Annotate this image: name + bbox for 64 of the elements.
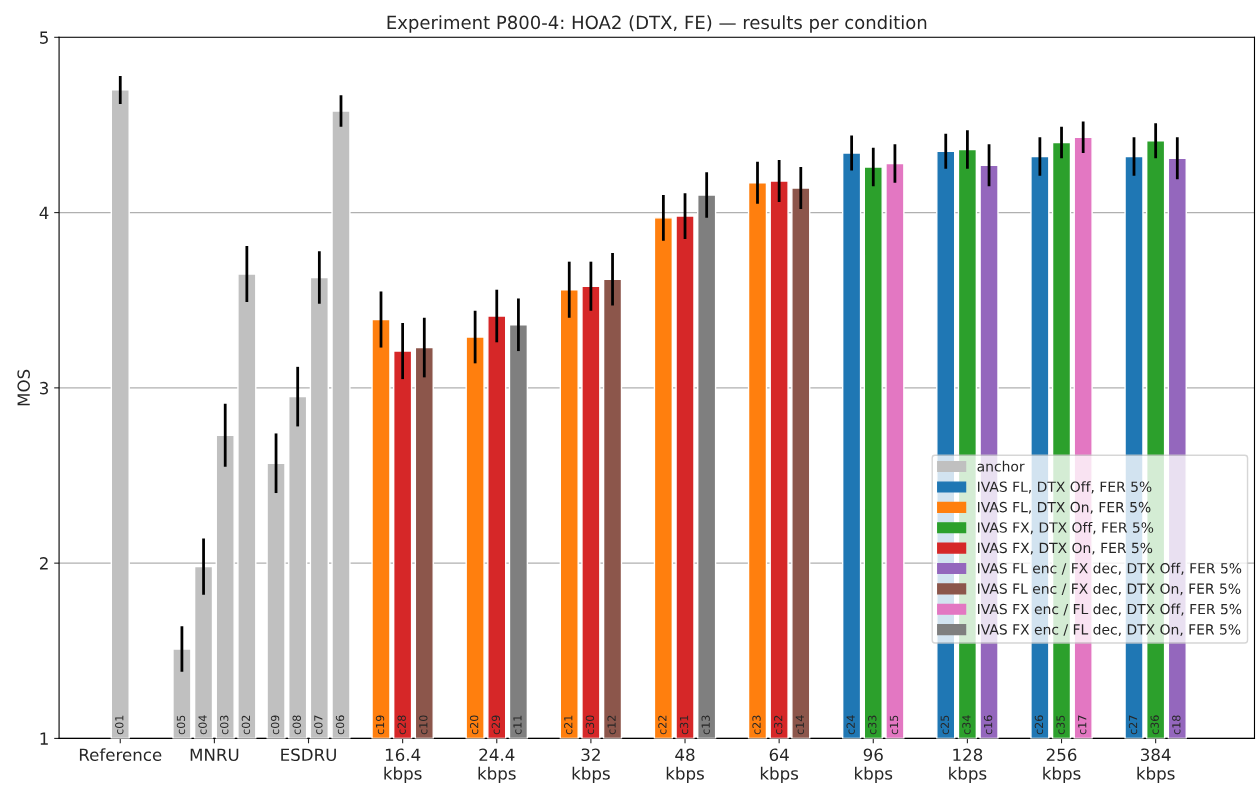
y-tick-label: 2 — [39, 557, 48, 570]
data-label: c14 — [795, 715, 805, 735]
data-label: c21 — [564, 715, 573, 735]
data-label: c07 — [314, 715, 323, 735]
x-tick-label: 32 kbps — [572, 748, 610, 783]
x-tick-label: 24.4 kbps — [478, 748, 516, 783]
data-label: c23 — [752, 715, 761, 735]
x-tick-label: 16.4 kbps — [384, 748, 422, 783]
data-label: c02 — [241, 715, 251, 735]
y-tick-label: 4 — [39, 206, 49, 219]
data-label: c29 — [491, 715, 500, 735]
x-tick-label: ESDRU — [281, 748, 336, 762]
chart-title: Experiment P800-4: HOA2 (DTX, FE) — results per condition — [387, 15, 927, 33]
data-label: c16 — [983, 715, 993, 735]
legend-label: IVAS FL, DTX Off, FER 5% — [978, 481, 1152, 494]
data-label: c30 — [585, 715, 595, 735]
x-tick-label: 64 kbps — [760, 748, 799, 783]
legend-label: IVAS FX enc / FL dec, DTX On, FER 5% — [978, 623, 1241, 637]
data-label: c25 — [940, 715, 949, 735]
data-label: c15 — [889, 715, 899, 735]
legend-label: IVAS FX, DTX On, FER 5% — [978, 542, 1153, 555]
legend-label: IVAS FX enc / FL dec, DTX Off, FER 5% — [978, 603, 1242, 616]
data-label: c18 — [1172, 715, 1181, 735]
data-label: c11 — [513, 715, 522, 735]
data-label: c13 — [701, 715, 710, 735]
y-axis-title: MOS — [17, 369, 30, 406]
data-label: c04 — [198, 715, 207, 735]
x-tick-label: 384 kbps — [1137, 748, 1175, 783]
legend-label: IVAS FX, DTX Off, FER 5% — [978, 522, 1154, 535]
data-label: c20 — [469, 715, 479, 735]
data-label: c24 — [846, 715, 855, 735]
data-label: c36 — [1150, 715, 1159, 735]
legend-label: IVAS FL, DTX On, FER 5% — [978, 501, 1151, 514]
data-label: c12 — [607, 715, 616, 735]
data-label: c08 — [292, 715, 301, 735]
data-label: c03 — [220, 715, 229, 735]
data-label: c17 — [1078, 715, 1087, 735]
legend-label: anchor — [977, 460, 1025, 472]
y-tick-label: 5 — [40, 31, 48, 44]
y-tick-label: 1 — [40, 732, 48, 745]
x-tick-label: Reference — [79, 748, 162, 762]
data-label: c33 — [868, 715, 877, 735]
y-tick-label: 3 — [40, 381, 49, 395]
data-label: c22 — [658, 715, 667, 735]
data-label: c27 — [1128, 715, 1138, 735]
data-label: c35 — [1056, 715, 1065, 735]
data-label: c26 — [1034, 715, 1044, 735]
data-label: c05 — [176, 715, 186, 735]
data-label: c28 — [397, 715, 406, 735]
data-label: c09 — [270, 715, 280, 735]
x-tick-label: 48 kbps — [666, 748, 704, 783]
data-label: c19 — [375, 715, 385, 735]
legend-label: IVAS FL enc / FX dec, DTX On, FER 5% — [978, 583, 1241, 596]
x-tick-label: 256 kbps — [1043, 748, 1081, 783]
data-label: c06 — [335, 715, 345, 735]
data-label: c31 — [679, 715, 689, 735]
legend-label: IVAS FL enc / FX dec, DTX Off, FER 5% — [978, 562, 1242, 575]
x-tick-label: 96 kbps — [855, 748, 893, 783]
data-label: c32 — [773, 715, 783, 735]
data-label: c10 — [419, 715, 428, 735]
data-label: c34 — [962, 715, 971, 735]
x-tick-label: 128 kbps — [949, 748, 987, 783]
x-tick-label: MNRU — [190, 748, 239, 762]
data-label: c01 — [115, 715, 124, 735]
